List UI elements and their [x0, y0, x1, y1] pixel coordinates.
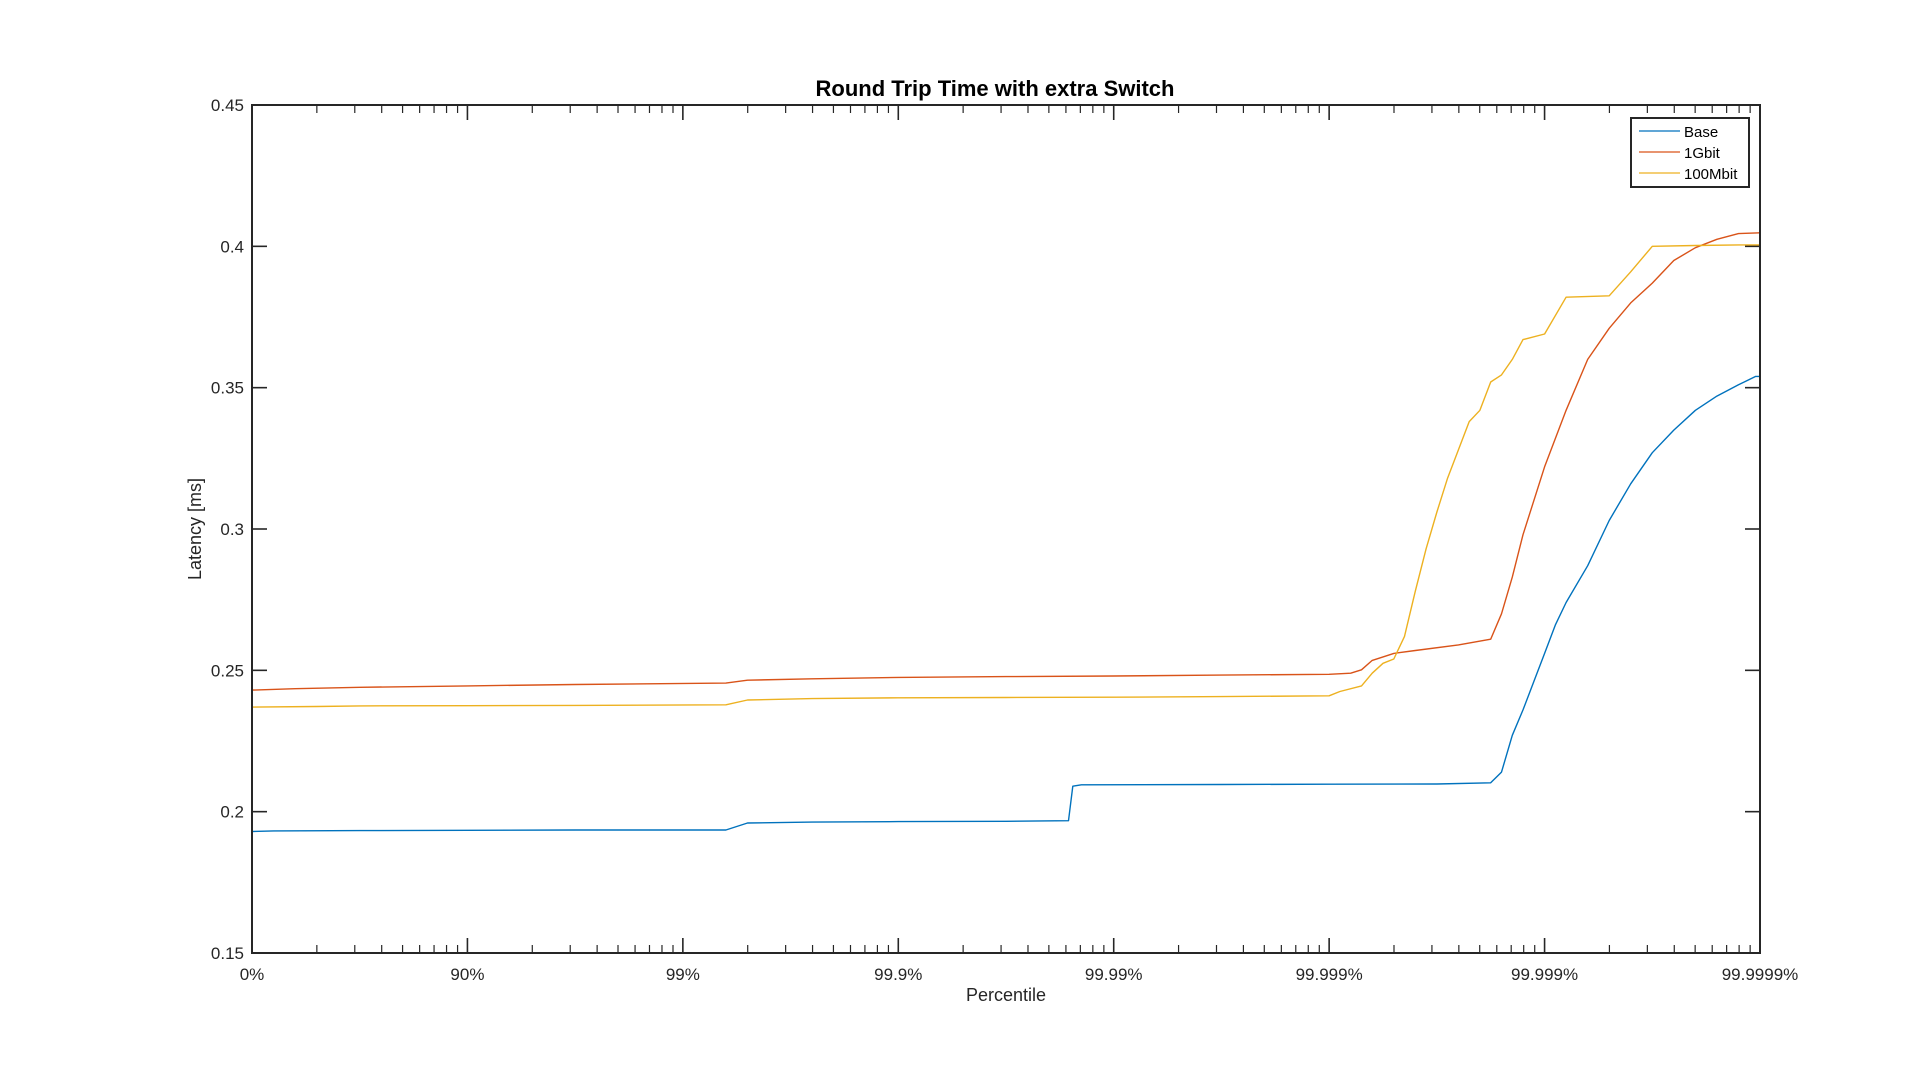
x-tick-label: 99.999%	[1511, 965, 1578, 984]
x-axis-label: Percentile	[966, 985, 1046, 1005]
y-tick-label: 0.3	[220, 520, 244, 539]
plot-area	[252, 105, 1760, 953]
series-line-1gbit	[251, 232, 1761, 691]
y-tick-label: 0.35	[211, 379, 244, 398]
legend-label-1gbit: 1Gbit	[1684, 145, 1721, 162]
x-tick-label: 99.999%	[1296, 965, 1363, 984]
legend-label-base: Base	[1684, 124, 1718, 141]
y-tick-label: 0.45	[211, 96, 244, 115]
legend-label-100mbit: 100Mbit	[1684, 166, 1738, 183]
y-tick-label: 0.4	[220, 237, 244, 256]
series-lines	[251, 232, 1761, 833]
x-tick-label: 99.9999%	[1722, 965, 1799, 984]
x-tick-label: 99.9%	[874, 965, 922, 984]
x-tick-label: 99%	[666, 965, 700, 984]
x-tick-label: 0%	[240, 965, 265, 984]
y-tick-label: 0.25	[211, 661, 244, 680]
y-axis-label: Latency [ms]	[185, 478, 205, 580]
series-line-100mbit	[251, 244, 1760, 708]
series-line-base	[251, 375, 1760, 833]
legend: Base 1Gbit 100Mbit	[1630, 117, 1750, 188]
legend-box	[1630, 117, 1750, 188]
y-tick-labels: 0.15 0.2 0.25 0.3 0.35 0.4 0.45	[211, 96, 244, 963]
plot-frame	[251, 104, 1761, 954]
x-tick-label: 90%	[450, 965, 484, 984]
chart-title: Round Trip Time with extra Switch	[816, 76, 1175, 101]
minor-ticks	[316, 105, 1751, 953]
y-tick-label: 0.15	[211, 944, 244, 963]
y-tick-label: 0.2	[220, 803, 244, 822]
x-tick-labels: 0% 90% 99% 99.9% 99.99% 99.999% 99.999% 99.9999…	[240, 965, 1799, 984]
x-tick-label: 99.99%	[1085, 965, 1143, 984]
